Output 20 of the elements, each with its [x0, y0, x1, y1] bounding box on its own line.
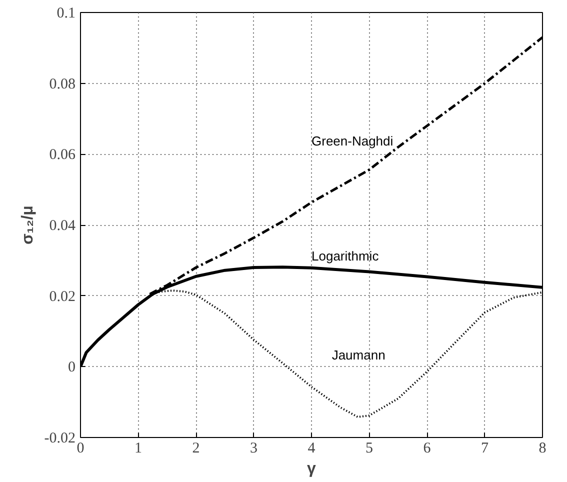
y-axis-title: σ₁₂/μ: [19, 206, 36, 244]
x-axis-title: γ: [307, 460, 316, 478]
x-tick-label: 4: [308, 440, 316, 456]
annotation: Logarithmic: [312, 248, 380, 264]
y-tick-label: 0.1: [56, 6, 76, 22]
annotation: Jaumann: [332, 347, 386, 362]
x-tick-label: 6: [423, 440, 432, 456]
y-tick-label: 0: [68, 360, 76, 376]
x-tick-label: 1: [134, 440, 142, 456]
x-tick-label: 3: [250, 440, 258, 456]
y-tick-label: 0.08: [49, 76, 76, 92]
annotation: Green-Naghdi: [312, 134, 394, 148]
x-tick-label: 5: [366, 440, 373, 456]
y-tick-label: 0.02: [49, 288, 76, 305]
y-tick-label: 0.06: [49, 147, 76, 164]
x-tick-label: 2: [192, 440, 200, 456]
x-tick-label: 8: [538, 440, 546, 456]
y-tick-label: -0.02: [44, 430, 76, 446]
y-tick-label: 0.04: [49, 218, 76, 234]
x-tick-label: 7: [481, 440, 489, 456]
